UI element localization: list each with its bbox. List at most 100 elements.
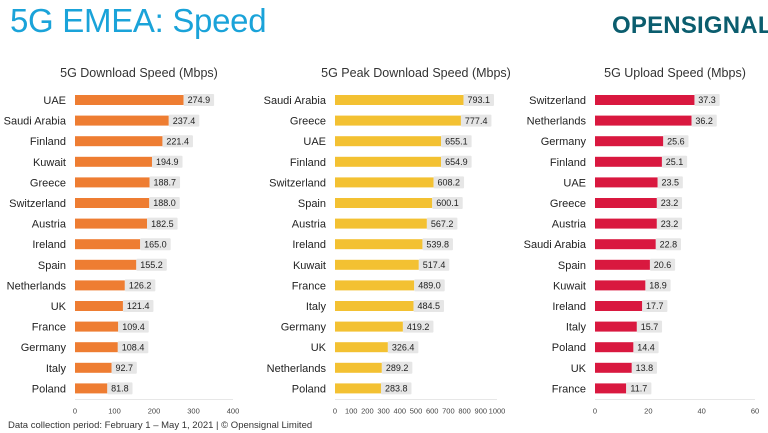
bar: [595, 136, 664, 147]
value-label: 92.7: [115, 363, 133, 373]
x-tick-label: 500: [410, 406, 423, 415]
value-label: 23.2: [661, 219, 679, 229]
category-label: Greece: [30, 177, 66, 189]
value-label: 221.4: [166, 136, 189, 146]
bar: [595, 218, 657, 229]
value-label-box: [140, 238, 171, 251]
value-label-box: [656, 197, 683, 209]
category-label: UK: [311, 342, 327, 354]
value-label-box: [694, 94, 720, 106]
bar: [335, 218, 427, 229]
value-label: 22.8: [660, 239, 678, 249]
value-label: 326.4: [392, 342, 415, 352]
value-label: 109.4: [122, 322, 145, 332]
category-label: France: [292, 280, 326, 292]
value-label-box: [655, 238, 681, 251]
bar: [75, 342, 118, 353]
value-label-box: [107, 382, 133, 395]
bar: [75, 321, 119, 332]
x-tick-label: 40: [697, 406, 705, 415]
category-label: UK: [51, 301, 67, 313]
value-label: 608.2: [438, 178, 461, 188]
category-label: Austria: [552, 219, 587, 231]
value-label-box: [136, 258, 167, 271]
value-label: 37.3: [698, 95, 716, 105]
value-label: 283.8: [385, 384, 408, 394]
category-label: Switzerland: [269, 177, 326, 189]
x-tick-label: 0: [333, 406, 337, 415]
category-label: Finland: [550, 157, 586, 169]
bar: [75, 239, 141, 250]
logo-text: OPENSIGNAL: [612, 12, 768, 39]
bar: [75, 177, 150, 188]
value-label-box: [151, 155, 183, 168]
category-label: Saudi Arabia: [524, 239, 587, 251]
x-tick-label: 900: [475, 406, 488, 415]
x-tick-label: 200: [148, 406, 161, 415]
bar: [335, 177, 434, 188]
category-label: Greece: [550, 198, 586, 210]
bar: [595, 95, 695, 105]
category-label: Ireland: [32, 239, 66, 251]
category-label: Germany: [541, 136, 587, 148]
x-tick-label: 0: [73, 406, 77, 415]
value-label: 655.1: [445, 136, 468, 146]
bar: [595, 115, 692, 126]
value-label: 489.0: [418, 281, 441, 291]
x-tick-label: 700: [442, 406, 455, 415]
value-label-box: [656, 217, 683, 230]
bar: [595, 156, 662, 167]
category-label: Poland: [32, 383, 66, 395]
bar: [595, 301, 643, 311]
category-label: Italy: [46, 363, 67, 375]
x-tick-label: 60: [751, 406, 759, 415]
value-label: 419.2: [407, 322, 430, 332]
value-label: 188.0: [153, 198, 176, 208]
value-label-box: [387, 341, 419, 354]
value-label-box: [626, 382, 652, 395]
category-label: Switzerland: [9, 198, 66, 210]
value-label: 121.4: [127, 301, 150, 311]
category-label: Spain: [558, 260, 586, 272]
value-label: 108.4: [122, 342, 145, 352]
x-tick-label: 400: [227, 406, 240, 415]
bar: [75, 115, 169, 126]
value-label: 155.2: [140, 260, 163, 270]
value-label: 36.2: [695, 116, 713, 126]
value-label: 274.9: [188, 95, 211, 105]
value-label: 11.7: [630, 384, 647, 394]
value-label: 289.2: [386, 363, 409, 373]
value-label-box: [636, 320, 663, 333]
category-label: France: [552, 383, 586, 395]
bar: [335, 156, 442, 167]
value-label: 18.9: [649, 281, 667, 291]
value-label-box: [381, 361, 413, 374]
value-label-box: [463, 94, 494, 106]
category-label: Finland: [30, 136, 66, 148]
x-tick-label: 1000: [489, 406, 506, 415]
bar: [75, 301, 123, 311]
bar: [335, 259, 419, 270]
value-label: 539.8: [426, 239, 449, 249]
bar: [595, 239, 656, 250]
value-label-box: [663, 135, 689, 148]
value-label-box: [422, 238, 453, 251]
bar: [335, 342, 388, 353]
value-label-box: [432, 197, 463, 209]
x-tick-label: 200: [361, 406, 374, 415]
chart-3: 5G Upload Speed (Mbps) Switzerland 37.3 Net…: [524, 66, 760, 415]
category-label: Finland: [290, 157, 326, 169]
category-label: Netherlands: [527, 116, 587, 128]
bar: [75, 198, 150, 208]
x-tick-label: 300: [187, 406, 200, 415]
bar: [335, 115, 461, 126]
category-label: UAE: [303, 136, 326, 148]
bar: [335, 136, 442, 147]
value-label: 165.0: [144, 239, 167, 249]
chart-title: 5G Download Speed (Mbps): [60, 66, 218, 80]
bar: [75, 156, 152, 167]
x-tick-label: 300: [377, 406, 390, 415]
category-label: Kuwait: [33, 157, 66, 169]
bar: [75, 218, 148, 229]
bar: [595, 280, 646, 291]
